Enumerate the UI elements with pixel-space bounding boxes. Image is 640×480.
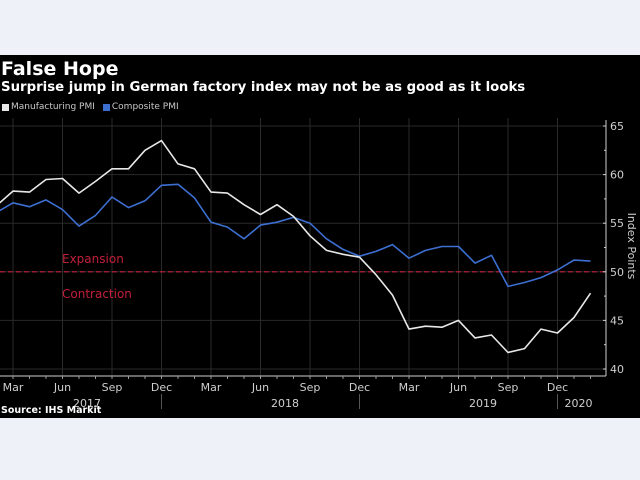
x-tick-label-8: Mar (399, 381, 420, 394)
chart-panel (0, 55, 640, 418)
x-tick-label-3: Dec (151, 381, 172, 394)
x-tick-label-5: Jun (251, 381, 269, 394)
legend-label-composite: Composite PMI (111, 102, 179, 112)
y-tick-label-40: 40 (610, 363, 624, 376)
x-tick-label-1: Jun (53, 381, 71, 394)
x-tick-label-11: Dec (547, 381, 568, 394)
legend-item-composite[interactable]: Composite PMI (102, 102, 179, 112)
year-label-2020: 2020 (565, 397, 593, 410)
y-tick-label-65: 65 (610, 120, 624, 133)
y-tick-label-50: 50 (610, 266, 624, 279)
x-tick-label-4: Mar (201, 381, 222, 394)
series-group (0, 139, 592, 354)
year-label-2019: 2019 (469, 397, 497, 410)
chart-title: False Hope (1, 58, 119, 80)
chart-subtitle: Surprise jump in German factory index ma… (1, 80, 526, 95)
legend: Manufacturing PMI Composite PMI (2, 102, 187, 112)
annotation-expansion: Expansion (62, 252, 124, 266)
x-tick-label-2: Sep (102, 381, 123, 394)
legend-item-manufacturing[interactable]: Manufacturing PMI (2, 102, 95, 112)
series-line-composite-pmi (0, 183, 591, 288)
legend-swatch-composite (102, 103, 110, 111)
y-tick-label-45: 45 (610, 314, 624, 327)
gridlines (0, 118, 606, 376)
y-axis-title: Index Points (625, 213, 638, 280)
x-tick-label-9: Jun (449, 381, 467, 394)
year-label-2017: 2017 (73, 397, 101, 410)
x-tick-label-7: Dec (349, 381, 370, 394)
reference-line-group: Expansion Contraction (0, 252, 606, 301)
x-tick-label-10: Sep (498, 381, 519, 394)
y-tick-label-55: 55 (610, 217, 624, 230)
annotation-contraction: Contraction (62, 287, 132, 301)
year-label-2018: 2018 (271, 397, 299, 410)
x-tick-label-6: Sep (300, 381, 321, 394)
axes-group: 40 45 50 55 60 65 Index Points Mar Jun Sep Dec Mar J… (0, 120, 638, 410)
source-note: Source: IHS Markit (1, 405, 102, 416)
legend-label-manufacturing: Manufacturing PMI (11, 102, 95, 112)
legend-swatch-manufacturing (2, 103, 9, 111)
y-tick-label-60: 60 (610, 169, 624, 182)
x-tick-label-0: Mar (3, 381, 24, 394)
